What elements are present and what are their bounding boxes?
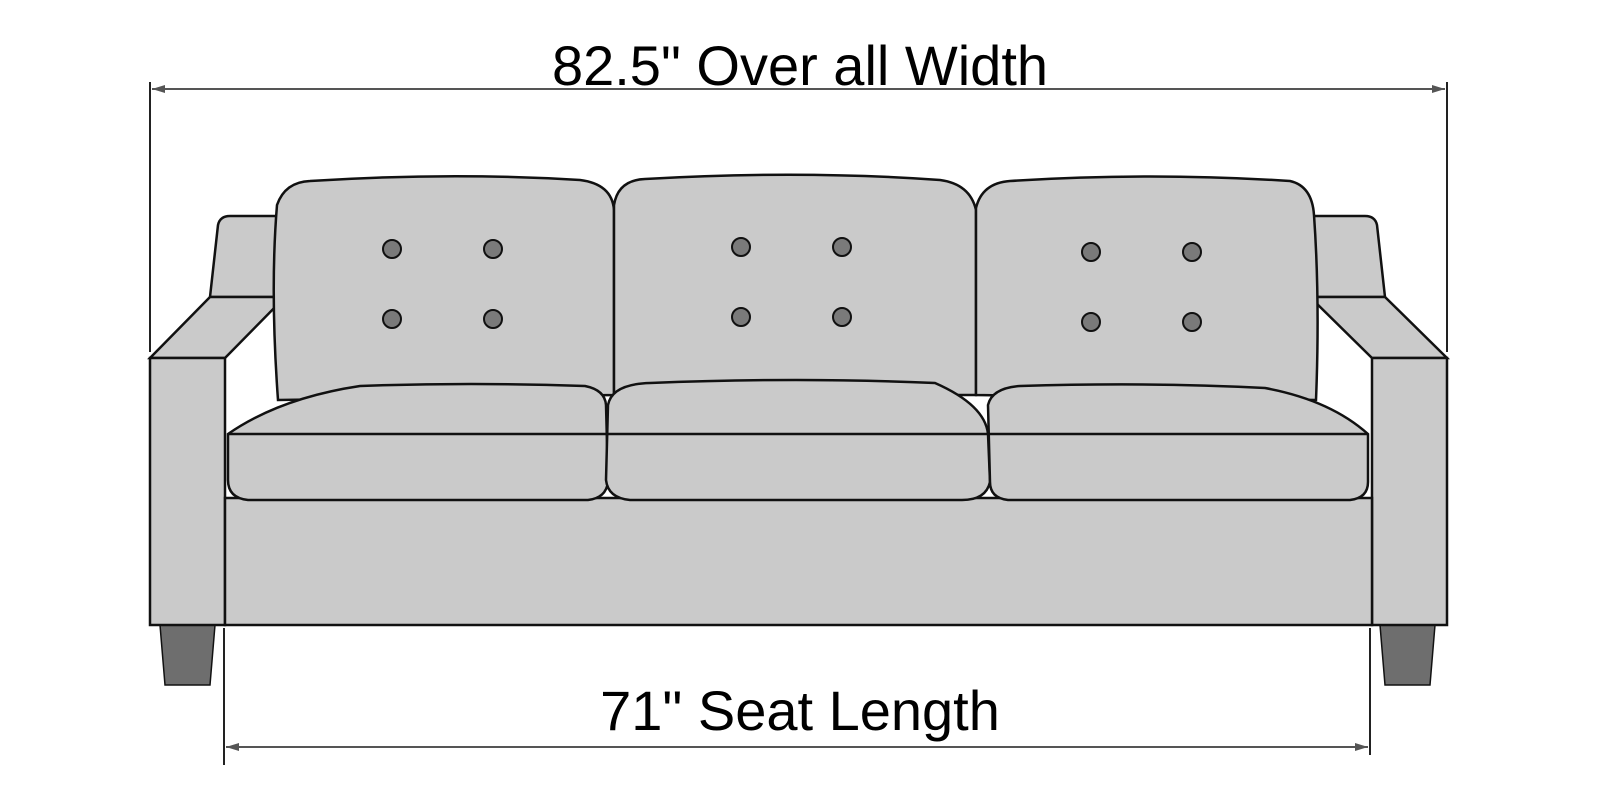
tufted-button: [1081, 242, 1101, 262]
right-arm-front: [1370, 356, 1449, 627]
sofa-base: [223, 496, 1374, 627]
left-arm: [147, 214, 288, 627]
right-arm-top: [1306, 295, 1451, 360]
seat-cushion-left: [226, 382, 610, 502]
left-arm-top: [147, 295, 288, 360]
left-leg: [159, 624, 216, 686]
seat-cushion-right: [986, 383, 1370, 502]
seat-length-label: 71" Seat Length: [600, 679, 1000, 742]
tufted-button: [731, 237, 751, 257]
tufted-button: [483, 239, 503, 259]
right-arm: [1306, 214, 1451, 627]
back-cushion-left: [272, 174, 616, 402]
tufted-button: [382, 239, 402, 259]
tufted-button: [483, 309, 503, 329]
left-arm-back: [208, 214, 287, 299]
tufted-button: [731, 307, 751, 327]
seat-cushion-center: [604, 378, 992, 502]
back-cushion-right: [974, 175, 1319, 402]
tufted-button: [1081, 312, 1101, 332]
back-cushions: [272, 173, 1319, 402]
tufted-buttons: [382, 237, 1202, 332]
tufted-button: [1182, 312, 1202, 332]
tufted-button: [382, 309, 402, 329]
seat-length-dimension: [223, 628, 1371, 765]
seat-cushion-center-body: [604, 378, 992, 502]
tufted-button: [1182, 242, 1202, 262]
overall-width-label: 82.5" Over all Width: [551, 34, 1049, 97]
right-leg: [1379, 624, 1436, 686]
right-arm-back: [1308, 214, 1387, 299]
overall-width-dimension: [149, 82, 1448, 352]
tufted-button: [832, 237, 852, 257]
sofa-legs: [159, 624, 1436, 686]
back-cushion-center: [612, 173, 978, 397]
seat-cushions: [226, 378, 1370, 502]
seat-cushion-right-body: [986, 383, 1370, 502]
tufted-button: [832, 307, 852, 327]
left-arm-front: [148, 356, 227, 627]
seat-cushion-left-body: [226, 382, 610, 502]
